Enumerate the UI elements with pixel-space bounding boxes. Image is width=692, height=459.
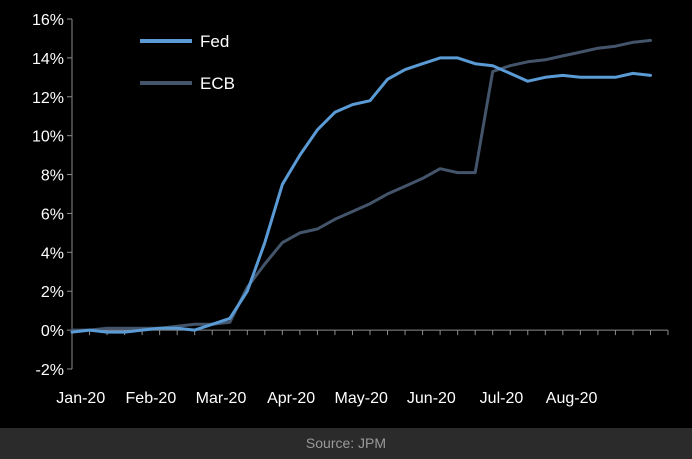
y-tick-label: 12% [32, 90, 64, 107]
x-tick-label: Jun-20 [407, 390, 456, 407]
y-tick-label: 6% [41, 206, 64, 223]
series-line-fed [70, 56, 652, 334]
y-tick-label: 2% [41, 284, 64, 301]
x-tick-label: May-20 [335, 390, 388, 407]
legend: Fed ECB [140, 32, 235, 93]
x-tick-label: Aug-20 [546, 390, 598, 407]
legend-label-ecb: ECB [200, 74, 235, 93]
y-tick-label: 10% [32, 129, 64, 146]
y-tick-label: 14% [32, 51, 64, 68]
y-axis: -2% 0% 2% 4% 6% 8% 10% 12% 14% 16% [32, 12, 73, 379]
y-tick-label: 16% [32, 12, 64, 29]
y-tick-label: 0% [41, 323, 64, 340]
y-tick-label: -2% [36, 362, 64, 379]
series-layer [70, 38, 652, 334]
x-axis: Jan-20 Feb-20 Mar-20 Apr-20 May-20 Jun-20 Jul-… [56, 329, 669, 407]
y-tick-label: 8% [41, 168, 64, 185]
source-note: Source: JPM [0, 428, 692, 459]
x-tick-label: Jan-20 [56, 390, 105, 407]
x-tick-label: Jul-20 [480, 390, 524, 407]
x-tick-label: Feb-20 [126, 390, 177, 407]
x-tick-label: Mar-20 [196, 390, 247, 407]
line-chart: -2% 0% 2% 4% 6% 8% 10% 12% 14% 16% Jan-20 Feb-20 Ma… [32, 12, 669, 407]
x-tick-label: Apr-20 [267, 390, 315, 407]
legend-label-fed: Fed [200, 32, 229, 51]
y-tick-label: 4% [41, 245, 64, 262]
